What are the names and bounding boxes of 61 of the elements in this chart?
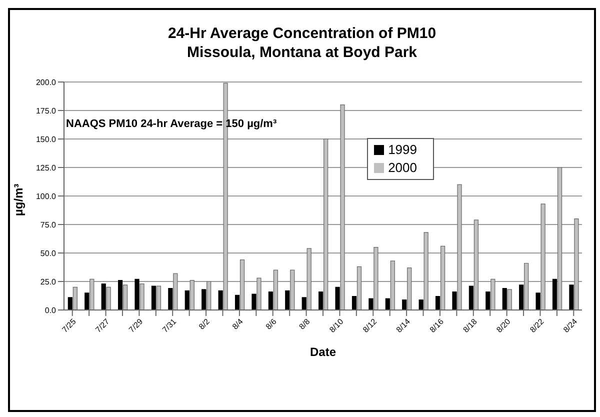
bar: [352, 296, 357, 310]
y-tick-label: 75.0: [40, 220, 57, 230]
x-tick-label: 8/8: [297, 316, 312, 332]
bar: [302, 297, 306, 310]
y-tick-label: 200.0: [36, 78, 57, 87]
bar: [536, 292, 540, 310]
y-tick-label: 125.0: [36, 163, 57, 172]
x-tick-label: 7/29: [127, 316, 146, 334]
bar: [151, 286, 156, 310]
y-tick-label: 150.0: [36, 134, 57, 144]
bar: [569, 284, 574, 310]
bar: [402, 299, 407, 310]
x-tick-label: 8/20: [494, 316, 513, 334]
bar: [452, 291, 457, 310]
bar: [285, 290, 290, 310]
bar: [252, 294, 256, 310]
x-axis-title: Date: [310, 345, 336, 359]
bar: [168, 288, 173, 310]
bar: [552, 278, 558, 310]
y-tick-label: 0.0: [44, 306, 57, 315]
chart-title: 24-Hr Average Concentration of PM10: [166, 24, 438, 43]
y-tick-label: 175.0: [36, 106, 57, 116]
bar: [184, 290, 190, 310]
bar: [385, 298, 390, 310]
x-tick-label: 8/10: [328, 316, 346, 334]
x-tick-label: 8/18: [461, 316, 480, 334]
legend-label: 2000: [388, 160, 417, 175]
bar: [218, 290, 223, 310]
bar: [418, 299, 424, 310]
x-tick-label: 7/31: [160, 316, 178, 334]
x-tick-label: 8/2: [197, 316, 212, 332]
x-tick-label: 7/25: [60, 316, 78, 334]
y-tick-label: 100.0: [36, 192, 57, 201]
bar: [202, 289, 206, 310]
x-tick-label: 8/16: [428, 316, 446, 334]
x-tick-label: 7/27: [94, 316, 112, 334]
bar: [519, 284, 524, 310]
bar: [318, 291, 324, 310]
bar: [368, 298, 374, 310]
bar: [234, 294, 240, 310]
y-tick-label: 50.0: [40, 248, 57, 258]
bar: [486, 291, 490, 310]
x-tick-label: 8/6: [264, 316, 279, 332]
bar: [435, 296, 440, 310]
bar: [68, 297, 72, 310]
x-tick-label: 8/4: [230, 316, 246, 332]
bar: [101, 283, 106, 310]
chart-subtitle: Missoula, Montana at Boyd Park: [186, 43, 418, 62]
bar: [502, 288, 507, 310]
y-tick-label: 25.0: [40, 277, 57, 286]
legend-label: 1999: [388, 142, 417, 157]
bar: [118, 280, 123, 310]
bar: [84, 292, 90, 310]
bar: [468, 286, 474, 310]
annotation: NAAQS PM10 24-hr Average = 150 µg/m³: [66, 118, 277, 130]
bar: [134, 278, 140, 310]
y-axis-title: µg/m³: [11, 184, 26, 216]
x-tick-label: 8/22: [528, 316, 546, 334]
bar: [335, 286, 340, 310]
bar: [268, 291, 273, 310]
x-tick-label: 8/12: [361, 316, 379, 334]
